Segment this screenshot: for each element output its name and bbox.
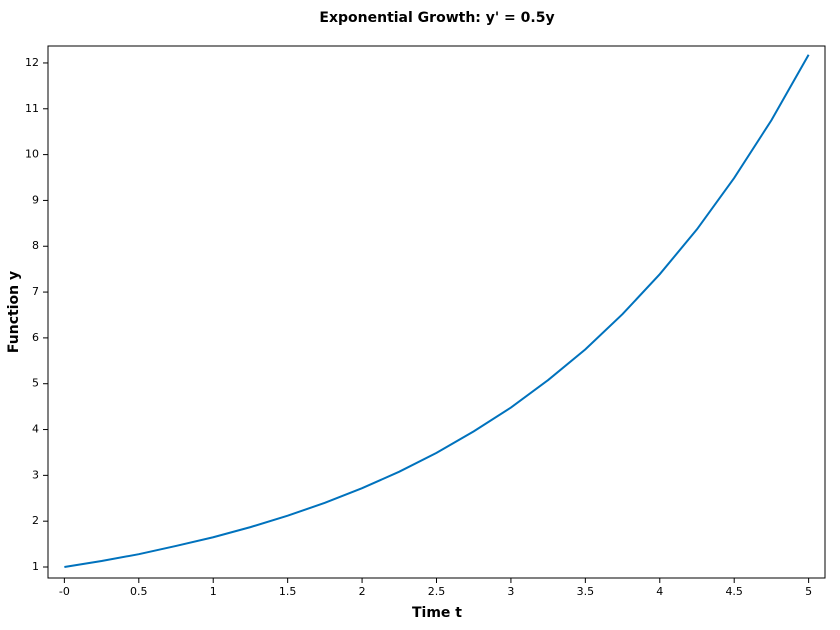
- y-tick-label: 10: [25, 148, 39, 161]
- x-tick-label: 5: [805, 585, 812, 598]
- x-tick-label: 3.5: [577, 585, 595, 598]
- y-tick-label: 11: [25, 102, 39, 115]
- y-tick-label: 6: [32, 331, 39, 344]
- x-tick-label: 2.5: [428, 585, 446, 598]
- y-tick-label: 9: [32, 193, 39, 206]
- y-tick-label: 3: [32, 468, 39, 481]
- plot-frame: [47, 45, 826, 579]
- y-tick-label: 1: [32, 560, 39, 573]
- x-tick-label: 4.5: [725, 585, 743, 598]
- x-tick-label: 4: [656, 585, 663, 598]
- line: [64, 54, 810, 568]
- y-axis-label: Function y: [6, 271, 22, 353]
- y-tick-label: 2: [32, 514, 39, 527]
- y-tick-label: 7: [32, 285, 39, 298]
- x-tick-label: 3: [507, 585, 514, 598]
- y-tick-label: 4: [32, 423, 39, 436]
- y-tick-label: 12: [25, 56, 39, 69]
- y-tick-label: 5: [32, 377, 39, 390]
- y-tick-label: 8: [32, 239, 39, 252]
- x-tick-label: 2: [359, 585, 366, 598]
- x-axis-label: Time t: [412, 605, 462, 621]
- x-tick-label: -0: [59, 585, 70, 598]
- chart-title: Exponential Growth: y' = 0.5y: [319, 10, 554, 26]
- x-tick-label: 0.5: [130, 585, 148, 598]
- x-tick-label: 1: [210, 585, 217, 598]
- x-tick-label: 1.5: [279, 585, 297, 598]
